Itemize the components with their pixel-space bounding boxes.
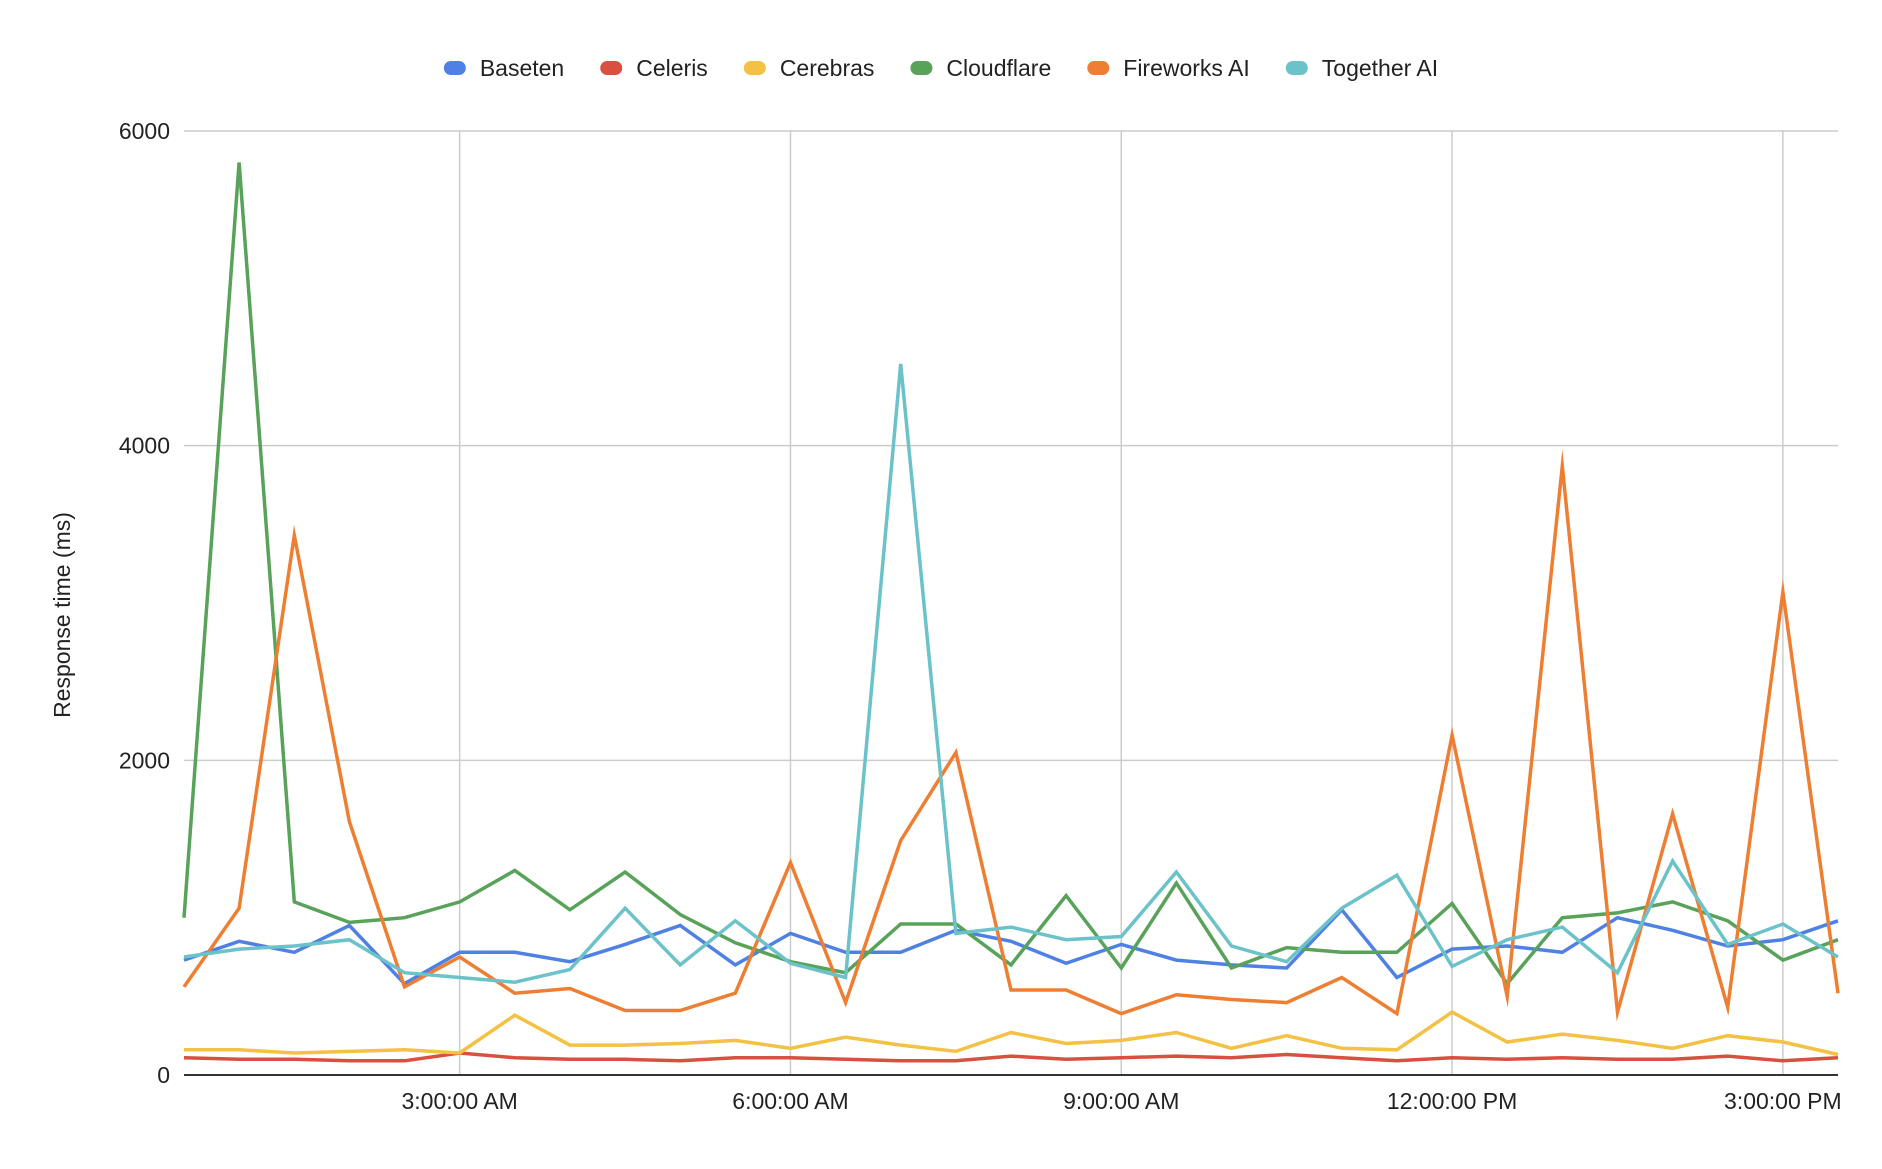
axis-layer: 0 2000 4000 6000 3:00:00 AM 6:00:00 AM 9:00:00…	[119, 118, 1842, 1114]
legend-swatch	[443, 61, 466, 75]
series-line-fireworks-ai	[182, 448, 1840, 1022]
x-tick-label: 3:00:00 AM	[401, 1088, 517, 1114]
x-tick-label: 9:00:00 AM	[1063, 1088, 1179, 1114]
x-tick-label: 12:00:00 PM	[1387, 1088, 1517, 1114]
legend-item: Cerebras	[743, 55, 875, 81]
legend-label: Together AI	[1322, 55, 1438, 81]
series-line-cerebras	[184, 1010, 1839, 1057]
series-line-celeris	[183, 1051, 1839, 1063]
series-line-cloudflare	[182, 162, 1839, 987]
y-tick-label: 0	[157, 1062, 170, 1088]
legend-swatch	[1087, 61, 1110, 75]
y-tick-label: 4000	[119, 433, 170, 459]
legend-label: Cloudflare	[946, 55, 1051, 81]
x-tick-label: 3:00:00 PM	[1724, 1088, 1842, 1114]
legend-item: Fireworks AI	[1087, 55, 1250, 81]
legend-label: Celeris	[636, 55, 708, 81]
series-line-baseten	[183, 907, 1839, 986]
x-tick-label: 6:00:00 AM	[732, 1088, 848, 1114]
legend-swatch	[600, 61, 623, 75]
legend-swatch	[910, 61, 933, 75]
grid-layer	[184, 130, 1838, 1075]
series-layer	[182, 162, 1840, 1063]
series-line-together-ai	[183, 363, 1839, 984]
legend-swatch	[743, 61, 766, 75]
y-tick-label: 2000	[119, 747, 170, 773]
legend-label: Fireworks AI	[1123, 55, 1250, 81]
legend-label: Cerebras	[780, 55, 875, 81]
y-axis-title: Response time (ms)	[49, 512, 75, 718]
legend-item: Baseten	[443, 55, 564, 81]
legend-item: Celeris	[600, 55, 708, 81]
legend-item: Cloudflare	[910, 55, 1051, 81]
legend-swatch	[1285, 61, 1308, 75]
legend-item: Together AI	[1285, 55, 1438, 81]
legend: Baseten Celeris Cerebras Cloudflare Firework…	[443, 55, 1438, 81]
legend-label: Baseten	[480, 55, 564, 81]
y-tick-label: 6000	[119, 118, 170, 144]
